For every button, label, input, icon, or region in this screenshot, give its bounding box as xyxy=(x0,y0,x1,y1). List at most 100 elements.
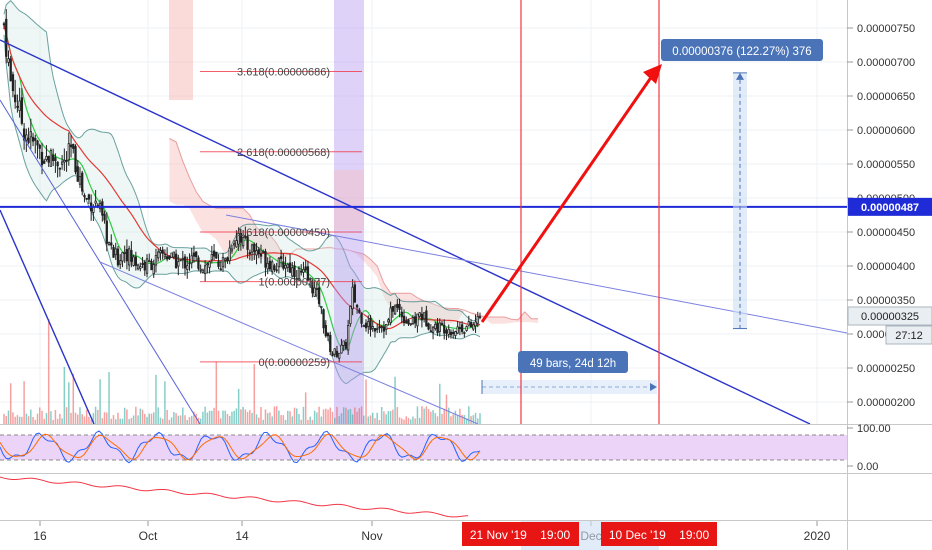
volume-bar xyxy=(378,419,381,424)
volume-bar xyxy=(23,381,25,424)
candle-body xyxy=(311,280,314,294)
bollinger-upper-line xyxy=(3,0,481,322)
volume-bar xyxy=(199,418,202,424)
candle-body xyxy=(177,261,180,267)
candlesticks xyxy=(2,9,482,363)
candle-body xyxy=(427,323,430,330)
volume-bar xyxy=(36,413,39,424)
candle-body xyxy=(248,252,251,255)
volume-bar xyxy=(126,409,128,424)
candle-body xyxy=(402,315,406,324)
candle-body xyxy=(36,140,39,146)
candle-body xyxy=(119,260,122,265)
candle-body xyxy=(297,267,301,280)
volume-bar xyxy=(307,419,309,424)
candle-body xyxy=(331,353,334,357)
volume-bar xyxy=(327,409,329,424)
volume-bar xyxy=(345,407,347,424)
volume-bar xyxy=(282,415,285,424)
volume-bar xyxy=(123,407,126,424)
main-price-pane[interactable]: 3.618(0.00000686) 2.618(0.00000568) 1.618(… xyxy=(0,0,847,424)
candle-body xyxy=(371,326,374,329)
candle-body xyxy=(452,331,455,334)
candle-body xyxy=(72,143,75,149)
volume-bar xyxy=(412,416,414,424)
candle-body xyxy=(253,243,256,252)
candle-body xyxy=(94,200,97,204)
volume-bar xyxy=(427,409,430,424)
candle-body xyxy=(300,270,303,273)
candle-body xyxy=(369,318,372,330)
candle-body xyxy=(83,194,86,198)
fib-level-label: 3.618(0.00000686) xyxy=(237,67,330,79)
volume-bar xyxy=(168,419,171,424)
stoch-rsi-pane[interactable] xyxy=(0,430,847,464)
volume-bar xyxy=(222,410,224,424)
volume-bar xyxy=(30,409,32,424)
volume-bar xyxy=(472,415,475,424)
candle-body xyxy=(409,323,412,325)
time-tick-label: Oct xyxy=(139,529,158,543)
candle-body xyxy=(210,253,213,261)
volume-bar xyxy=(240,409,242,424)
time-label-10dec-text: 10 Dec '19 19:00 xyxy=(609,528,710,542)
volume-bar xyxy=(322,409,325,424)
stoch-rsi-k-line xyxy=(0,430,481,464)
volume-bar xyxy=(304,392,307,424)
volume-bar xyxy=(59,413,61,424)
candle-body xyxy=(197,257,200,269)
candle-body xyxy=(114,248,117,256)
candle-body xyxy=(241,237,245,247)
candle-body xyxy=(271,261,274,272)
candle-body xyxy=(27,137,30,143)
volume-bar xyxy=(224,410,226,424)
candle-body xyxy=(429,330,432,333)
candle-body xyxy=(188,262,191,265)
price-tick-label: 0.00000550 xyxy=(857,159,915,171)
volume-bar xyxy=(173,412,175,424)
date-range-fill xyxy=(482,380,657,394)
candle-body xyxy=(275,269,278,272)
volume-bar xyxy=(188,417,191,424)
volume-bar xyxy=(385,414,387,424)
candle-body xyxy=(181,257,184,260)
volume-bar xyxy=(347,409,349,424)
fibonacci-extension: 3.618(0.00000686) 2.618(0.00000568) 1.618(… xyxy=(200,67,362,369)
candle-body xyxy=(2,23,6,26)
candle-body xyxy=(324,325,327,337)
time-label-21nov: 21 Nov '19 19:00 xyxy=(462,522,579,546)
candle-body xyxy=(132,256,135,266)
time-axis[interactable]: 16Oct14NovDec2020 xyxy=(33,521,831,543)
volume-bar xyxy=(231,411,233,424)
volume-bar xyxy=(293,407,296,424)
volume-bar xyxy=(262,419,264,424)
volume-bar xyxy=(258,417,260,424)
candle-body xyxy=(5,18,8,57)
candle-body xyxy=(101,201,104,216)
candle-body xyxy=(161,249,164,254)
candle-body xyxy=(476,315,479,324)
candle-body xyxy=(116,248,120,266)
candle-body xyxy=(219,268,222,271)
volume-bar xyxy=(291,416,294,424)
volume-bar xyxy=(432,410,434,424)
candle-body xyxy=(362,325,365,327)
price-axis[interactable]: 0.00000750 0.00000700 0.00000650 0.00000600… xyxy=(847,23,915,409)
time-label-21nov-text: 21 Nov '19 19:00 xyxy=(470,528,571,542)
volume-bar xyxy=(470,416,472,424)
volume-bar xyxy=(215,361,218,424)
candle-body xyxy=(203,265,207,275)
volume-bar xyxy=(177,415,180,424)
candle-body xyxy=(347,325,350,351)
projection-arrow-line xyxy=(480,75,654,323)
volume-bar xyxy=(394,376,396,424)
candle-body xyxy=(440,323,444,326)
candle-body xyxy=(183,256,187,269)
volume-bar xyxy=(204,406,206,424)
volume-bar xyxy=(333,417,336,424)
candle-body xyxy=(338,352,341,359)
candle-body xyxy=(367,321,370,327)
volume-bar xyxy=(425,406,428,424)
candle-body xyxy=(317,287,321,304)
